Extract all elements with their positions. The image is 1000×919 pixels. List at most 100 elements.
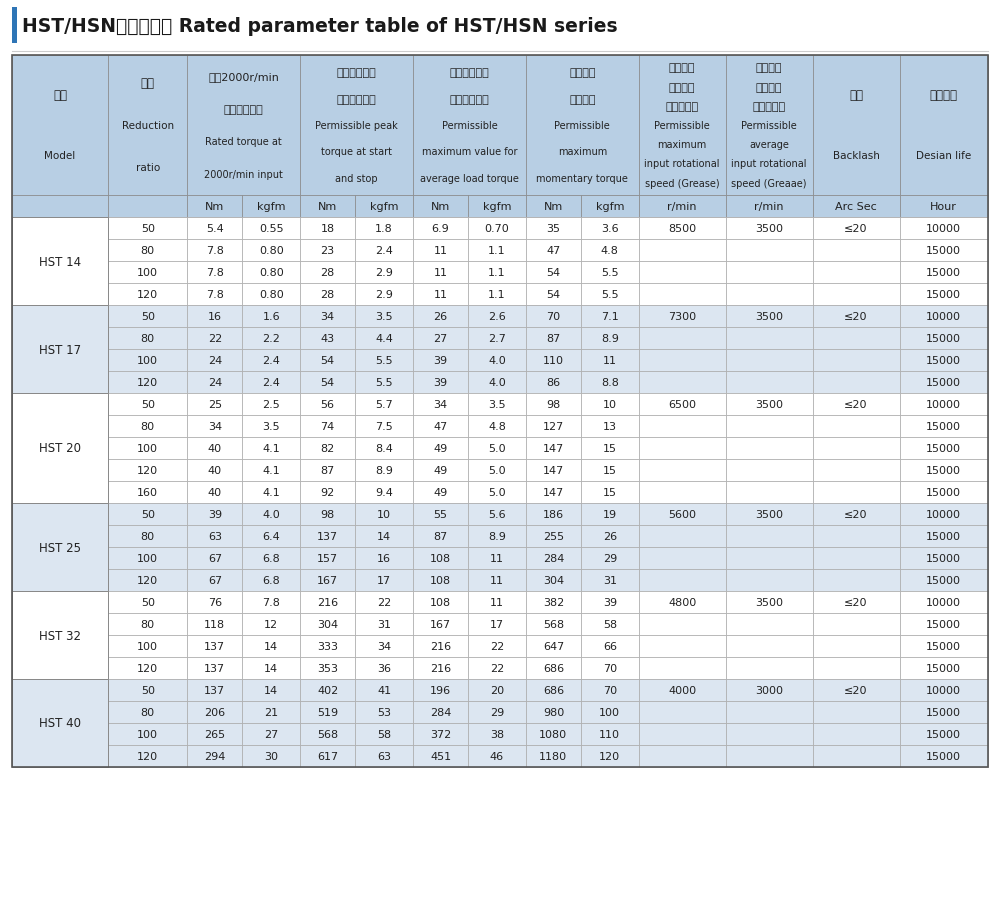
Bar: [900, 635, 988, 657]
Bar: [526, 415, 581, 437]
Text: 21: 21: [264, 708, 278, 717]
Bar: [900, 349, 988, 371]
Bar: [726, 504, 813, 526]
Text: 98: 98: [546, 400, 560, 410]
Bar: [526, 548, 581, 570]
Bar: [413, 349, 468, 371]
Bar: [108, 349, 187, 371]
Bar: [900, 262, 988, 284]
Text: 2000r/min input: 2000r/min input: [204, 170, 283, 179]
Bar: [300, 349, 355, 371]
Text: 16: 16: [208, 312, 222, 322]
Text: 14: 14: [264, 686, 278, 696]
Text: 56: 56: [321, 400, 335, 410]
Bar: [242, 371, 300, 393]
Text: 284: 284: [543, 553, 564, 563]
Text: 1.8: 1.8: [375, 223, 393, 233]
Text: 15000: 15000: [926, 619, 961, 630]
Bar: [900, 723, 988, 745]
Text: 3.5: 3.5: [375, 312, 393, 322]
Bar: [413, 548, 468, 570]
Bar: [726, 635, 813, 657]
Bar: [355, 284, 413, 306]
Text: 137: 137: [204, 641, 225, 652]
Bar: [726, 613, 813, 635]
Text: 速比: 速比: [141, 77, 155, 90]
Bar: [108, 415, 187, 437]
Text: 137: 137: [317, 531, 338, 541]
Bar: [300, 745, 355, 767]
Text: 333: 333: [317, 641, 338, 652]
Text: 15000: 15000: [926, 378, 961, 388]
Bar: [413, 56, 526, 196]
Bar: [108, 745, 187, 767]
Text: 39: 39: [433, 378, 448, 388]
Bar: [242, 349, 300, 371]
Text: 110: 110: [599, 729, 620, 739]
Bar: [108, 437, 187, 460]
Bar: [468, 437, 526, 460]
Text: 2.5: 2.5: [262, 400, 280, 410]
Text: 28: 28: [321, 289, 335, 300]
Bar: [355, 570, 413, 591]
Text: 147: 147: [543, 444, 564, 453]
Bar: [639, 657, 726, 679]
Text: 76: 76: [208, 597, 222, 607]
Bar: [468, 306, 526, 328]
Bar: [413, 745, 468, 767]
Bar: [813, 262, 900, 284]
Bar: [300, 196, 355, 218]
Text: 3500: 3500: [755, 509, 783, 519]
Bar: [355, 415, 413, 437]
Text: 22: 22: [377, 597, 391, 607]
Text: 15000: 15000: [926, 466, 961, 475]
Text: 平均负载转矩: 平均负载转矩: [450, 68, 489, 78]
Bar: [900, 613, 988, 635]
Text: average: average: [749, 140, 789, 150]
Bar: [355, 218, 413, 240]
Text: Permissible: Permissible: [741, 121, 797, 130]
Text: 2.2: 2.2: [262, 334, 280, 344]
Bar: [726, 393, 813, 415]
Bar: [813, 504, 900, 526]
Text: 36: 36: [377, 664, 391, 674]
Text: 6.9: 6.9: [432, 223, 449, 233]
Text: 5.7: 5.7: [375, 400, 393, 410]
Bar: [639, 371, 726, 393]
Bar: [242, 196, 300, 218]
Bar: [581, 371, 639, 393]
Text: 4.1: 4.1: [262, 444, 280, 453]
Text: 的容许最大值: 的容许最大值: [450, 95, 489, 105]
Text: 4.4: 4.4: [375, 334, 393, 344]
Text: 0.70: 0.70: [485, 223, 509, 233]
Text: 15000: 15000: [926, 356, 961, 366]
Text: 15000: 15000: [926, 729, 961, 739]
Bar: [242, 548, 300, 570]
Text: 5.0: 5.0: [488, 444, 506, 453]
Bar: [639, 526, 726, 548]
Text: 30: 30: [264, 751, 278, 761]
Bar: [900, 591, 988, 613]
Bar: [900, 218, 988, 240]
Bar: [242, 657, 300, 679]
Text: 80: 80: [141, 422, 155, 432]
Bar: [300, 657, 355, 679]
Bar: [355, 371, 413, 393]
Text: 80: 80: [141, 708, 155, 717]
Text: Rated torque at: Rated torque at: [205, 137, 282, 147]
Text: average load torque: average load torque: [420, 174, 519, 184]
Bar: [468, 570, 526, 591]
Text: 27: 27: [433, 334, 448, 344]
Text: （脂润滑）: （脂润滑）: [753, 102, 786, 112]
Bar: [813, 657, 900, 679]
Bar: [187, 745, 242, 767]
Text: 3500: 3500: [755, 400, 783, 410]
Text: 304: 304: [317, 619, 338, 630]
Bar: [300, 482, 355, 504]
Text: 216: 216: [317, 597, 338, 607]
Text: Permissible: Permissible: [554, 121, 610, 130]
Text: 67: 67: [208, 553, 222, 563]
Text: kgfm: kgfm: [483, 202, 511, 211]
Bar: [726, 196, 813, 218]
Text: 10: 10: [377, 509, 391, 519]
